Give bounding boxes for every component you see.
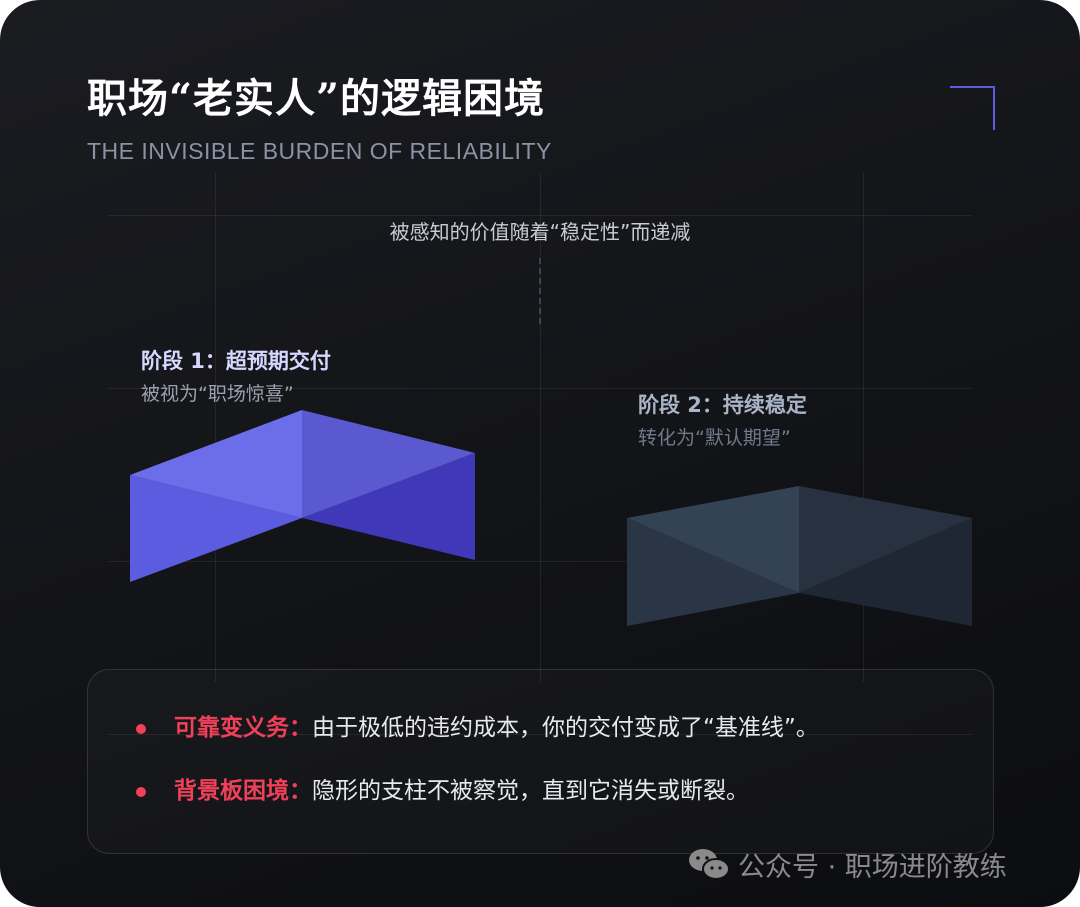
grid-line xyxy=(540,172,541,682)
stage-1-face xyxy=(302,410,475,518)
point-text: 隐形的支柱不被察觉，直到它消失或断裂。 xyxy=(312,778,749,804)
stage-2-shape xyxy=(627,486,972,626)
bullet-dot xyxy=(136,786,146,797)
watermark-text: 公众号 · 职场进阶教练 xyxy=(738,852,1007,883)
stage-2-face xyxy=(799,518,972,626)
page-title: 职场“老实人”的逻辑困境 xyxy=(87,75,546,122)
stage-2-subtitle: 转化为“默认期望” xyxy=(638,427,791,449)
point-item: 可靠变义务：由于极低的违约成本，你的交付变成了“基准线”。 xyxy=(136,708,819,742)
grid-line xyxy=(108,734,972,735)
stage-1-title: 阶段 1：超预期交付 xyxy=(141,349,331,373)
stage-2-face xyxy=(627,518,799,626)
stage-1-face xyxy=(302,453,475,560)
stage-1-face xyxy=(130,475,302,582)
point-text: 由于极低的违约成本，你的交付变成了“基准线”。 xyxy=(312,715,819,741)
watermark: 公众号 · 职场进阶教练 xyxy=(688,845,1007,884)
page-subtitle: THE INVISIBLE BURDEN OF RELIABILITY xyxy=(87,138,552,164)
grid-line xyxy=(108,561,972,562)
stage-1-subtitle: 被视为“职场惊喜” xyxy=(141,383,294,405)
stage-1-shape xyxy=(130,410,475,582)
point-item: 背景板困境：隐形的支柱不被察觉，直到它消失或断裂。 xyxy=(136,771,749,805)
stage-2-face xyxy=(627,486,799,593)
grid-line xyxy=(863,172,864,682)
point-label: 可靠变义务： xyxy=(174,715,312,741)
bullet-dot xyxy=(136,723,146,734)
stage-2-face xyxy=(799,486,972,593)
dashed-connector xyxy=(539,258,541,324)
grid-line xyxy=(215,172,216,682)
key-points-card: 可靠变义务：由于极低的违约成本，你的交付变成了“基准线”。 背景板困境：隐形的支… xyxy=(87,669,994,854)
grid-line xyxy=(108,388,972,389)
stage-2-title: 阶段 2：持续稳定 xyxy=(638,393,807,417)
point-label: 背景板困境： xyxy=(174,778,312,804)
wechat-icon xyxy=(689,848,730,880)
diagram-caption: 被感知的价值随着“稳定性”而递减 xyxy=(389,220,691,244)
stage-1-face xyxy=(130,410,302,518)
grid-line xyxy=(108,215,972,216)
corner-bracket-decoration xyxy=(950,86,995,130)
